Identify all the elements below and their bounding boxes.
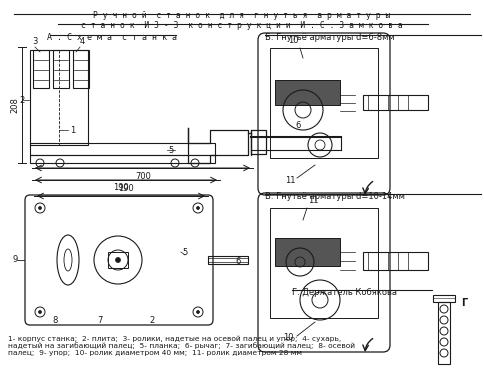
Text: 8: 8 — [52, 316, 58, 325]
Text: 5: 5 — [182, 248, 187, 256]
Text: 4: 4 — [79, 37, 85, 46]
Circle shape — [197, 207, 199, 210]
Bar — [270, 48, 378, 158]
Text: 190: 190 — [113, 183, 129, 192]
Circle shape — [197, 311, 199, 314]
Text: 11: 11 — [285, 176, 296, 184]
Bar — [275, 80, 340, 105]
Text: А . С х е м а  с т а н к а: А . С х е м а с т а н к а — [47, 33, 177, 42]
Bar — [33, 50, 49, 88]
Bar — [363, 95, 428, 110]
Text: Р у ч н о й  с т а н о к  д л я  г н у т ь я  а р м а т у р ы: Р у ч н о й с т а н о к д л я г н у т ь … — [93, 11, 391, 20]
Text: Б. Гнутьё арматуры d=6-8мм: Б. Гнутьё арматуры d=6-8мм — [265, 33, 394, 42]
Bar — [363, 252, 428, 270]
Text: 700: 700 — [135, 172, 151, 181]
Text: 5: 5 — [168, 146, 173, 155]
Text: 7: 7 — [97, 316, 103, 325]
Text: 2: 2 — [150, 316, 154, 325]
Text: 190: 190 — [118, 184, 134, 193]
Bar — [108, 252, 128, 268]
Circle shape — [39, 311, 42, 314]
Bar — [208, 256, 248, 264]
Text: 2: 2 — [19, 96, 25, 104]
Text: 3: 3 — [32, 37, 38, 46]
Text: с т а н о к  И З - 3  к о н с т р у к ц и и  И . С . З а м к о в а: с т а н о к И З - 3 к о н с т р у к ц и … — [81, 21, 403, 30]
Text: В. Гнутьё арматуры d=10-14мм: В. Гнутьё арматуры d=10-14мм — [265, 192, 405, 201]
Bar — [53, 50, 69, 88]
Bar — [433, 295, 455, 302]
Text: 1- корпус станка;  2- плита;  3- ролики, надетые на осевой палец и упор;  4- сух: 1- корпус станка; 2- плита; 3- ролики, н… — [8, 335, 355, 357]
Text: Г: Г — [461, 298, 467, 308]
Text: 11: 11 — [308, 196, 318, 205]
Text: Г. Держатель Кобякова: Г. Держатель Кобякова — [292, 288, 397, 297]
Text: 1: 1 — [70, 125, 76, 134]
Text: 10: 10 — [283, 333, 293, 343]
Circle shape — [39, 207, 42, 210]
Bar — [275, 238, 340, 266]
Bar — [251, 130, 266, 154]
Text: 6: 6 — [235, 258, 241, 266]
Bar — [30, 155, 215, 163]
Bar — [30, 50, 88, 145]
Circle shape — [116, 258, 121, 263]
Text: 208: 208 — [11, 97, 19, 113]
Bar — [438, 302, 450, 364]
Text: 10: 10 — [288, 36, 298, 45]
Bar — [270, 208, 378, 318]
Bar — [73, 50, 89, 88]
Text: 6: 6 — [295, 121, 301, 130]
Text: 9: 9 — [13, 256, 17, 264]
Bar — [30, 143, 215, 155]
